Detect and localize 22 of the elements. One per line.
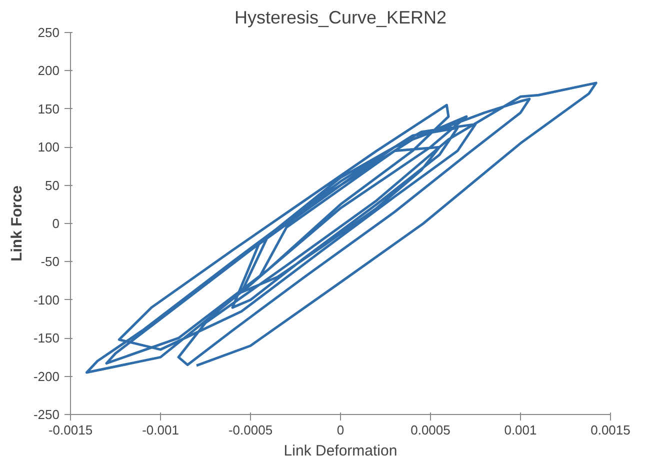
chart-title: Hysteresis_Curve_KERN2 [234, 8, 447, 28]
y-tick-label: -100 [33, 292, 60, 308]
y-tick-label: -50 [40, 254, 60, 270]
y-tick-label: 100 [38, 140, 60, 155]
y-tick-label: 250 [38, 25, 60, 40]
y-tick-label: 50 [45, 178, 60, 193]
y-tick-label: -250 [33, 407, 60, 422]
x-tick-label: -0.001 [142, 422, 179, 438]
y-tick-label: -200 [33, 368, 60, 384]
y-tick-label: 0 [52, 216, 60, 231]
x-tick-label: 0.0015 [590, 422, 630, 438]
x-tick-label: 0.0005 [410, 422, 450, 438]
x-tick-label: -0.0015 [48, 422, 93, 438]
y-tick-label: 200 [38, 63, 60, 78]
x-tick-label: -0.0005 [228, 422, 273, 438]
y-tick-label: -150 [33, 330, 60, 346]
y-axis-title: Link Force [8, 186, 26, 262]
x-tick-label: 0 [336, 422, 344, 438]
y-tick-label: 150 [38, 101, 60, 116]
x-tick-label: 0.001 [504, 422, 537, 438]
line-series [85, 82, 598, 374]
x-axis-title: Link Deformation [284, 442, 398, 460]
